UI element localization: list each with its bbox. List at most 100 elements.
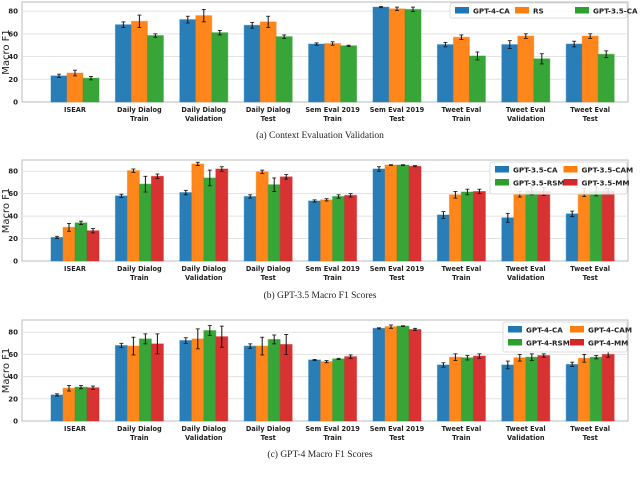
bar (138, 338, 152, 422)
bar (332, 358, 346, 422)
bar (255, 171, 269, 262)
legend-swatch (570, 326, 584, 333)
category-label: Daily Dialog (246, 265, 291, 273)
category-label: Test (583, 434, 598, 442)
bar (525, 356, 539, 422)
category-label: Train (130, 434, 149, 442)
category-label: Test (389, 274, 404, 282)
y-tick-label: 0 (13, 99, 18, 107)
category-label: Sem Eval 2019 (370, 425, 425, 433)
bar (308, 200, 322, 262)
bar (114, 24, 132, 103)
y-tick-label: 40 (8, 373, 18, 381)
bar (50, 236, 64, 262)
legend-label: GPT-4-CA (473, 7, 510, 16)
bar (215, 336, 229, 422)
bar (114, 195, 128, 262)
category-label: Tweet Eval (570, 425, 610, 433)
bar (501, 364, 515, 422)
category-label: Validation (185, 434, 223, 442)
category-label: Test (389, 115, 404, 123)
bar (191, 163, 205, 262)
y-tick-label: 0 (13, 418, 18, 426)
category-label: Daily Dialog (117, 265, 162, 273)
bar (279, 343, 293, 422)
bar (408, 165, 422, 262)
bar (597, 53, 615, 103)
category-label: Tweet Eval (442, 106, 482, 114)
bar (577, 357, 591, 422)
bar (114, 345, 128, 422)
legend-swatch (563, 166, 578, 173)
category-label: Sem Eval 2019 (370, 265, 425, 273)
legend-label: RS (533, 7, 544, 16)
bar (211, 32, 229, 103)
bar (344, 356, 358, 422)
bar (82, 77, 100, 103)
legend-label: GPT-3.5-MM (582, 179, 630, 188)
category-label: Test (261, 115, 276, 123)
bar (436, 44, 454, 103)
bar (436, 214, 450, 262)
legend-label: GPT-4-CAM (588, 326, 632, 335)
category-label: Validation (507, 115, 545, 123)
category-label: Validation (185, 274, 223, 282)
category-label: Sem Eval 2019 (305, 425, 360, 433)
bar (565, 213, 579, 262)
bar (404, 8, 422, 103)
bar (472, 190, 486, 262)
bar (372, 327, 386, 422)
category-label: Train (452, 115, 471, 123)
bar (267, 338, 281, 422)
bar (537, 355, 551, 422)
bar (320, 199, 334, 262)
legend-swatch (515, 7, 529, 14)
bar (130, 20, 148, 103)
y-tick-label: 20 (8, 235, 18, 243)
bar (533, 58, 551, 103)
y-tick-label: 60 (8, 351, 18, 359)
category-label: Test (261, 434, 276, 442)
category-label: Train (130, 115, 149, 123)
bar (255, 345, 269, 422)
bar (243, 345, 257, 422)
y-tick-label: 20 (8, 395, 18, 403)
bar (66, 72, 84, 103)
bar (150, 175, 164, 262)
bar (513, 193, 527, 262)
bar (332, 195, 346, 262)
category-label: Test (583, 274, 598, 282)
category-label: Train (130, 274, 149, 282)
bar (74, 386, 88, 422)
bar (179, 340, 193, 422)
bar (150, 343, 164, 422)
bar (537, 190, 551, 262)
bar (324, 42, 342, 103)
bar (468, 55, 486, 103)
category-label: Train (323, 274, 342, 282)
y-tick-label: 40 (8, 53, 18, 61)
category-label: Train (323, 115, 342, 123)
bar (320, 361, 334, 422)
bar (308, 43, 326, 103)
category-label: Tweet Eval (506, 425, 546, 433)
caption-a: (a) Context Evaluation Validation (256, 131, 384, 141)
category-label: Daily Dialog (246, 425, 291, 433)
legend-label: GPT-3.5-CAM (582, 166, 634, 175)
bar (279, 176, 293, 262)
y-tick-label: 40 (8, 213, 18, 221)
bar (179, 19, 197, 103)
bar (601, 190, 615, 262)
y-tick-label: 60 (8, 30, 18, 38)
category-label: ISEAR (64, 265, 86, 273)
bar (589, 356, 603, 422)
bar (372, 168, 386, 262)
category-label: Tweet Eval (442, 265, 482, 273)
y-tick-label: 20 (8, 76, 18, 84)
bar (388, 8, 406, 103)
legend-swatch (508, 326, 522, 333)
bar (62, 387, 76, 422)
bar (203, 330, 217, 422)
